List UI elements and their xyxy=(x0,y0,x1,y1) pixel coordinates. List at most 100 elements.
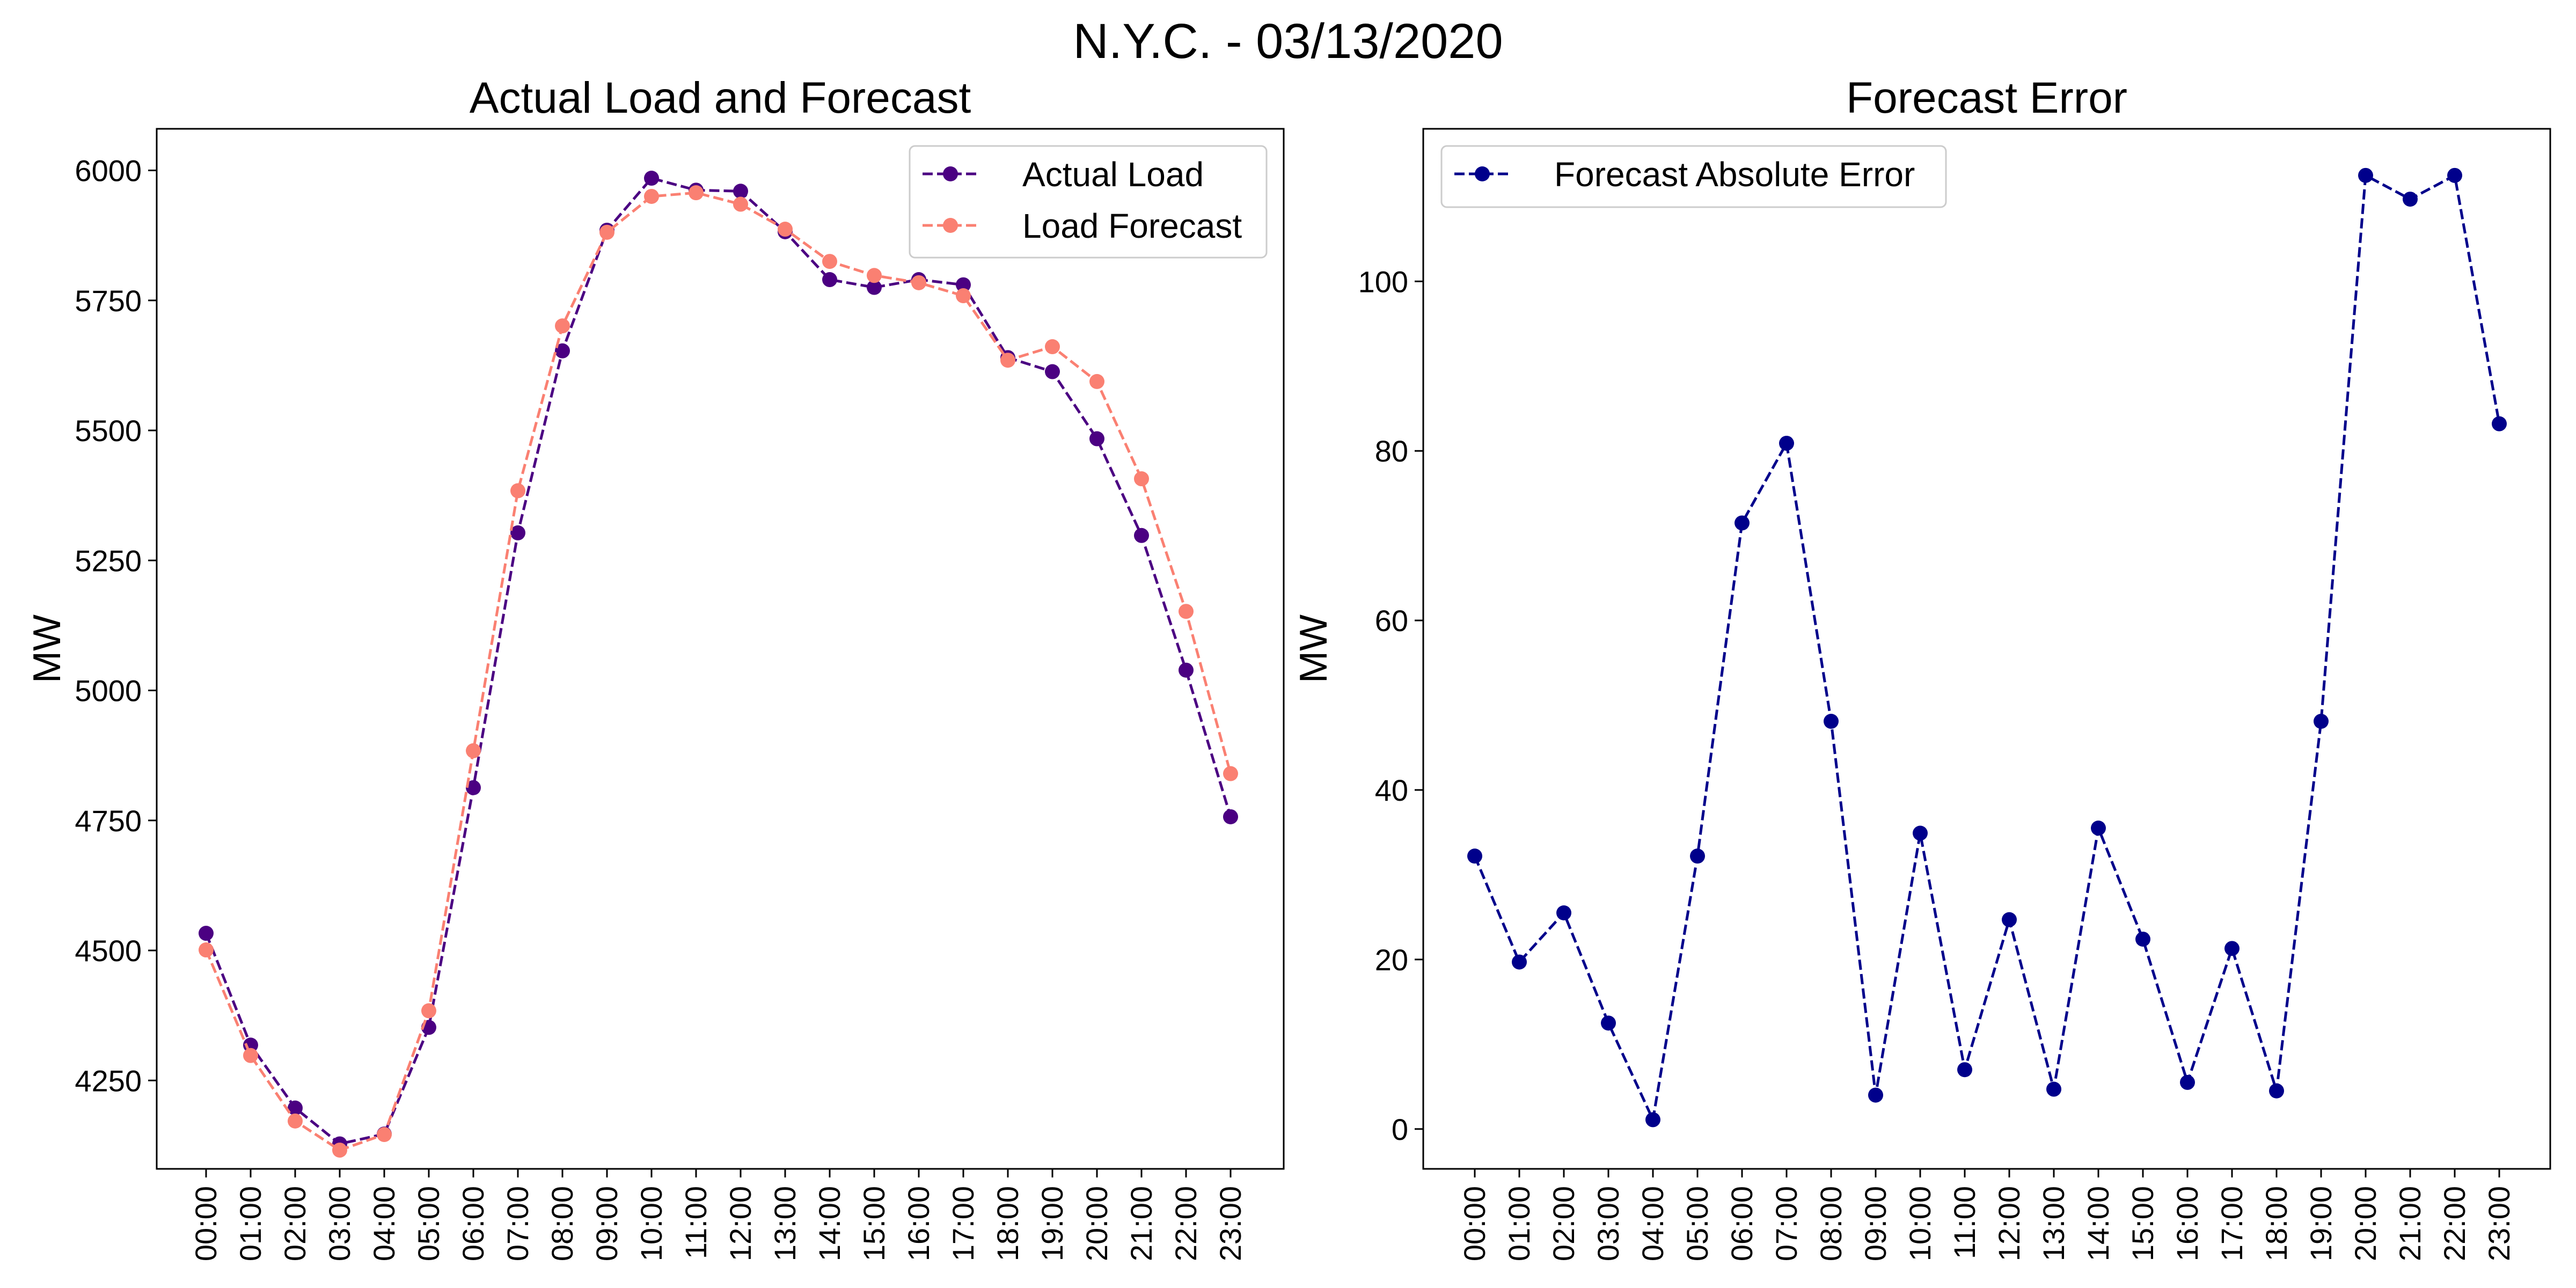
x-tick-label: 20:00 xyxy=(1080,1186,1114,1261)
x-tick-label: 05:00 xyxy=(412,1186,445,1261)
y-tick-label: 100 xyxy=(1358,265,1408,298)
data-point-load-1 xyxy=(822,254,837,269)
x-tick-label: 10:00 xyxy=(634,1186,668,1261)
data-point-error-0 xyxy=(2091,821,2106,836)
data-point-load-0 xyxy=(1134,528,1149,543)
y-tick-label: 4750 xyxy=(75,804,142,838)
data-point-load-1 xyxy=(911,275,926,290)
data-point-load-0 xyxy=(1089,431,1104,447)
x-tick-label: 00:00 xyxy=(189,1186,223,1261)
data-point-load-0 xyxy=(555,343,570,358)
x-tick-label: 00:00 xyxy=(1458,1186,1491,1261)
y-tick-label: 5000 xyxy=(75,674,142,708)
y-axis-label: MW xyxy=(1292,614,1335,683)
data-point-load-1 xyxy=(243,1048,258,1063)
x-tick-label: 23:00 xyxy=(1213,1186,1247,1261)
x-tick-label: 02:00 xyxy=(1547,1186,1580,1261)
data-point-load-1 xyxy=(421,1003,436,1019)
x-tick-label: 16:00 xyxy=(2170,1186,2204,1261)
x-tick-label: 08:00 xyxy=(1814,1186,1848,1261)
data-point-load-0 xyxy=(956,277,971,292)
data-point-load-0 xyxy=(733,184,748,199)
data-point-error-0 xyxy=(2269,1083,2284,1099)
data-point-load-1 xyxy=(867,268,882,283)
x-tick-label: 09:00 xyxy=(590,1186,624,1261)
data-point-load-1 xyxy=(1134,471,1149,487)
legend-label: Actual Load xyxy=(1022,155,1204,194)
x-tick-label: 22:00 xyxy=(2438,1186,2471,1261)
y-tick-label: 6000 xyxy=(75,154,142,188)
x-tick-label: 10:00 xyxy=(1903,1186,1937,1261)
y-tick-label: 5500 xyxy=(75,414,142,448)
x-tick-label: 23:00 xyxy=(2482,1186,2516,1261)
data-point-load-1 xyxy=(778,222,793,237)
x-tick-label: 21:00 xyxy=(1124,1186,1158,1261)
data-point-load-0 xyxy=(199,926,214,941)
data-point-error-0 xyxy=(1957,1062,1972,1078)
data-point-error-0 xyxy=(1467,848,1482,864)
data-point-error-0 xyxy=(2403,192,2418,207)
x-tick-label: 08:00 xyxy=(545,1186,579,1261)
data-point-load-1 xyxy=(1045,339,1060,355)
x-tick-label: 11:00 xyxy=(679,1186,713,1259)
y-tick-label: 60 xyxy=(1375,604,1408,638)
data-point-error-0 xyxy=(1868,1087,1883,1103)
data-point-load-1 xyxy=(733,196,748,212)
y-tick-label: 4250 xyxy=(75,1064,142,1097)
legend-marker xyxy=(943,166,958,181)
x-tick-label: 07:00 xyxy=(501,1186,535,1261)
x-tick-label: 17:00 xyxy=(946,1186,980,1261)
data-point-load-1 xyxy=(332,1143,347,1158)
figure-suptitle: N.Y.C. - 03/13/2020 xyxy=(1073,14,1503,69)
legend-box xyxy=(1440,145,1947,208)
chart-title: Forecast Error xyxy=(1846,74,2127,122)
legend-label: Load Forecast xyxy=(1022,207,1242,245)
x-tick-label: 19:00 xyxy=(1035,1186,1069,1261)
data-point-load-0 xyxy=(466,780,481,795)
x-tick-label: 18:00 xyxy=(991,1186,1024,1261)
data-point-load-1 xyxy=(199,942,214,958)
data-point-error-0 xyxy=(1645,1112,1660,1128)
x-tick-label: 01:00 xyxy=(233,1186,267,1261)
legend-marker xyxy=(943,218,958,233)
data-point-error-0 xyxy=(2492,416,2507,431)
y-tick-label: 80 xyxy=(1375,434,1408,468)
data-point-error-0 xyxy=(1556,905,1571,921)
data-point-load-1 xyxy=(510,483,525,499)
x-tick-label: 20:00 xyxy=(2348,1186,2382,1261)
x-tick-label: 14:00 xyxy=(813,1186,846,1261)
data-point-error-0 xyxy=(1735,515,1750,531)
x-tick-label: 01:00 xyxy=(1502,1186,1536,1261)
plot-frame xyxy=(156,128,1285,1170)
data-point-error-0 xyxy=(2358,167,2373,183)
x-tick-label: 03:00 xyxy=(323,1186,356,1261)
data-point-error-0 xyxy=(1601,1015,1616,1031)
x-tick-label: 06:00 xyxy=(456,1186,490,1261)
x-tick-label: 04:00 xyxy=(367,1186,401,1261)
plot-frame xyxy=(1422,128,2551,1170)
data-point-load-0 xyxy=(1045,364,1060,379)
series-line-error-0 xyxy=(1473,173,2501,1124)
data-point-error-0 xyxy=(1913,825,1928,841)
x-tick-label: 18:00 xyxy=(2259,1186,2293,1261)
data-point-load-0 xyxy=(822,272,837,288)
x-tick-label: 22:00 xyxy=(1169,1186,1203,1261)
y-tick-label: 4500 xyxy=(75,934,142,968)
x-tick-label: 04:00 xyxy=(1636,1186,1670,1261)
data-point-load-0 xyxy=(510,525,525,540)
data-point-load-1 xyxy=(644,188,659,204)
data-point-load-0 xyxy=(867,280,882,295)
actual-load-forecast-panel: Actual Load and Forecast MW 4250 4500 4750 50… xyxy=(26,74,1285,1261)
data-point-load-0 xyxy=(1223,809,1238,824)
x-tick-label: 09:00 xyxy=(1858,1186,1892,1261)
x-tick-label: 03:00 xyxy=(1591,1186,1625,1261)
legend-marker xyxy=(1475,166,1490,181)
x-tick-label: 06:00 xyxy=(1725,1186,1759,1261)
legend-box xyxy=(909,145,1268,259)
data-point-load-1 xyxy=(555,318,570,334)
y-tick-label: 20 xyxy=(1375,943,1408,977)
x-tick-label: 11:00 xyxy=(1948,1186,1981,1259)
x-tick-label: 19:00 xyxy=(2304,1186,2338,1261)
